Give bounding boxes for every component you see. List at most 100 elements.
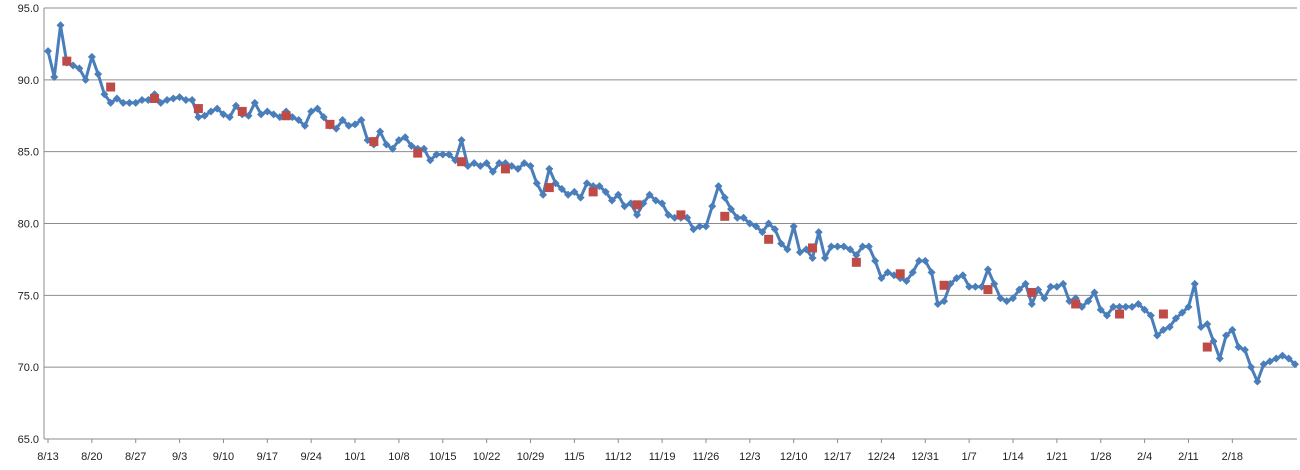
daily-point: [1253, 377, 1262, 386]
daily-point: [733, 213, 742, 222]
daily-point: [1184, 302, 1193, 311]
daily-point: [915, 256, 924, 265]
x-tick-label: 12/17: [824, 451, 852, 463]
daily-point: [852, 251, 861, 260]
x-tick-label: 9/17: [257, 451, 278, 463]
daily-point: [808, 253, 817, 262]
x-tick-label: 10/29: [517, 451, 545, 463]
daily-point: [664, 210, 673, 219]
weekly-average-point: [325, 119, 335, 129]
daily-point: [1134, 299, 1143, 308]
daily-point: [520, 159, 529, 168]
daily-point: [1265, 357, 1274, 366]
y-tick-label: 65.0: [18, 434, 39, 446]
daily-point: [1228, 325, 1237, 334]
weekly-average-point: [106, 82, 116, 92]
x-tick-label: 9/24: [300, 451, 321, 463]
daily-point: [1109, 302, 1118, 311]
daily-point: [401, 133, 410, 142]
weekly-average-point: [500, 164, 510, 174]
weekly-average-point: [237, 106, 247, 116]
daily-point: [263, 107, 272, 116]
daily-point: [175, 93, 184, 102]
daily-point: [1234, 343, 1243, 352]
daily-point: [777, 239, 786, 248]
daily-point: [658, 199, 667, 208]
weekly-average-point: [369, 137, 379, 147]
daily-point: [839, 242, 848, 251]
daily-point: [1272, 354, 1281, 363]
weekly-average-point: [632, 200, 642, 210]
daily-point: [727, 205, 736, 214]
daily-point: [582, 179, 591, 188]
daily-point: [388, 144, 397, 153]
daily-point: [1215, 354, 1224, 363]
x-tick-label: 10/8: [388, 451, 409, 463]
daily-point: [633, 210, 642, 219]
daily-point: [1284, 354, 1293, 363]
weekly-average-point: [150, 94, 160, 104]
weekly-average-point: [676, 210, 686, 220]
daily-point: [783, 245, 792, 254]
daily-point: [965, 282, 974, 291]
daily-point: [163, 95, 172, 104]
daily-point: [764, 219, 773, 228]
x-tick-label: 9/10: [213, 451, 234, 463]
weekly-average-point: [457, 157, 467, 167]
daily-point: [1040, 294, 1049, 303]
axes: [43, 8, 1297, 440]
daily-point: [770, 225, 779, 234]
x-tick-label: 10/1: [344, 451, 365, 463]
daily-point: [269, 110, 278, 119]
weekly-average-point: [807, 243, 817, 253]
daily-point: [1046, 282, 1055, 291]
daily-point: [457, 136, 466, 145]
daily-point: [1115, 302, 1124, 311]
x-tick-label: 11/5: [564, 451, 585, 463]
daily-point: [701, 222, 710, 231]
weekly-average-point: [1202, 342, 1212, 352]
daily-point: [971, 282, 980, 291]
daily-point: [294, 116, 303, 125]
daily-point: [1052, 282, 1061, 291]
daily-point: [376, 127, 385, 136]
weekly-average-point: [1158, 309, 1168, 319]
daily-point: [476, 162, 485, 171]
daily-point: [194, 113, 203, 122]
daily-point: [1146, 311, 1155, 320]
daily-point: [344, 121, 353, 130]
daily-point: [382, 140, 391, 149]
daily-point: [213, 104, 222, 113]
daily-point: [1153, 331, 1162, 340]
daily-point: [576, 193, 585, 202]
daily-point: [1002, 297, 1011, 306]
daily-point: [858, 242, 867, 251]
daily-point: [188, 95, 197, 104]
daily-point: [56, 21, 65, 30]
daily-point: [601, 187, 610, 196]
x-tick-label: 2/18: [1222, 451, 1243, 463]
weekly-average-point: [193, 104, 203, 114]
daily-point: [645, 190, 654, 199]
x-tick-label: 1/21: [1046, 451, 1067, 463]
x-tick-label: 8/27: [125, 451, 146, 463]
daily-point: [1027, 299, 1036, 308]
daily-point: [1291, 360, 1299, 369]
daily-point: [708, 202, 717, 211]
x-tick-label: 1/14: [1002, 451, 1023, 463]
daily-point: [1159, 325, 1168, 334]
daily-point: [225, 113, 234, 122]
daily-point: [407, 141, 416, 150]
daily-point: [1190, 279, 1199, 288]
daily-point: [319, 113, 328, 122]
daily-point: [137, 95, 146, 104]
daily-point: [846, 245, 855, 254]
daily-point: [351, 120, 360, 129]
daily-point: [739, 213, 748, 222]
daily-point: [952, 274, 961, 283]
daily-point: [902, 276, 911, 285]
daily-point: [958, 271, 967, 280]
daily-point: [1222, 331, 1231, 340]
daily-point: [557, 185, 566, 194]
weekly-average-point: [720, 211, 730, 221]
